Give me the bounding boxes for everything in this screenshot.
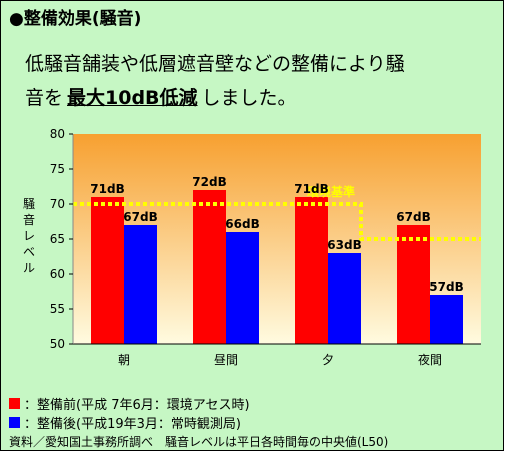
data-label-before-2: 71dB: [294, 182, 328, 196]
x-tick-label-3: 夜間: [418, 352, 442, 367]
reference-label: 環境基準: [307, 184, 355, 199]
legend-swatch-before: [9, 398, 20, 409]
bar-before-1: [193, 190, 226, 344]
legend-label-after: ：整備後(平成19年3月：常時観測局): [24, 417, 241, 432]
description-prefix: 音を: [25, 87, 64, 109]
y-tick-label-3: 65: [50, 232, 65, 246]
data-label-before-1: 72dB: [192, 175, 226, 189]
y-axis-label: 騒音レベル: [22, 197, 35, 275]
description: 低騒音舗装や低層遮音壁などの整備により騒 音を 最大10dB低減 しました。: [25, 47, 501, 115]
bar-before-3: [397, 225, 430, 344]
description-line-2: 音を 最大10dB低減 しました。: [25, 81, 501, 115]
legend-item-before: ：整備前(平成 7年6月：環境アセス時): [9, 394, 250, 413]
y-tick-label-0: 50: [50, 337, 65, 351]
description-highlight: 最大10dB低減: [67, 87, 198, 109]
x-tick-label-0: 朝: [118, 353, 130, 367]
bar-after-3: [430, 295, 463, 344]
legend-swatch-after: [9, 417, 20, 428]
y-tick-label-4: 70: [50, 197, 65, 211]
data-label-after-2: 63dB: [327, 238, 361, 252]
legend-label-before: ：整備前(平成 7年6月：環境アセス時): [24, 398, 250, 413]
data-label-after-1: 66dB: [225, 217, 259, 231]
data-label-before-3: 67dB: [396, 210, 430, 224]
legend-item-after: ：整備後(平成19年3月：常時観測局): [9, 413, 241, 432]
reference-line: [73, 202, 481, 241]
bar-after-2: [328, 253, 361, 344]
description-line-1: 低騒音舗装や低層遮音壁などの整備により騒: [25, 53, 405, 75]
data-label-after-0: 67dB: [123, 210, 157, 224]
section-heading: ●整備効果(騒音): [9, 9, 142, 29]
data-label-before-0: 71dB: [90, 182, 124, 196]
y-tick-label-6: 80: [50, 127, 65, 141]
bar-before-2: [295, 197, 328, 344]
x-tick-label-2: 夕: [322, 353, 334, 367]
y-tick-label-5: 75: [50, 162, 65, 176]
source-note: 資料／愛知国土事務所調べ 騒音レベルは平日各時間毎の中央値(L50): [9, 435, 389, 449]
bar-before-0: [91, 197, 124, 344]
x-tick-label-1: 昼間: [214, 353, 238, 367]
bar-after-1: [226, 232, 259, 344]
y-tick-label-1: 55: [50, 302, 65, 316]
data-label-after-3: 57dB: [429, 280, 463, 294]
y-tick-label-2: 60: [50, 267, 65, 281]
description-suffix: しました。: [201, 87, 297, 109]
bar-after-0: [124, 225, 157, 344]
